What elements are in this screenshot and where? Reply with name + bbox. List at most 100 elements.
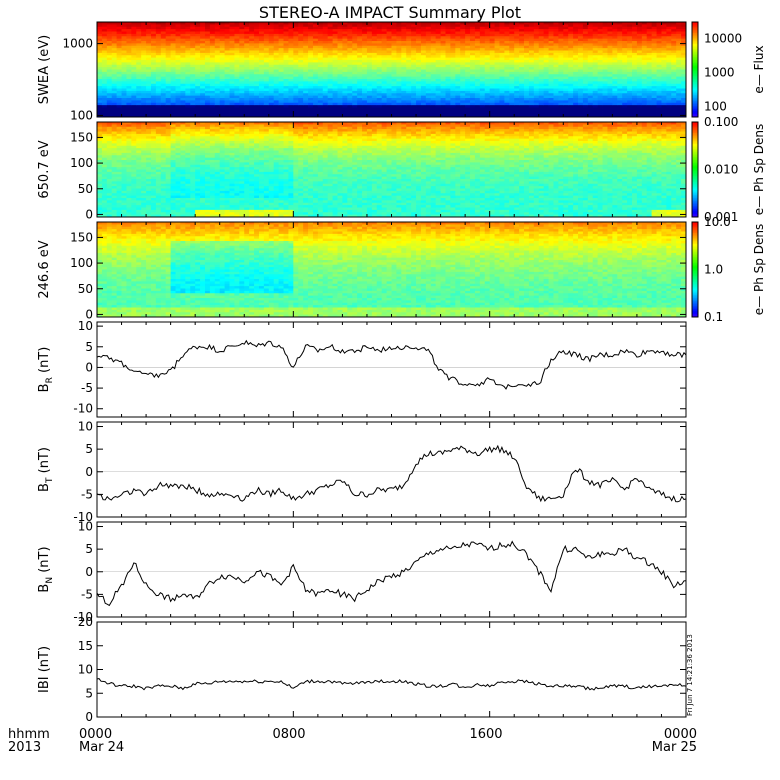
heatmap-cell bbox=[479, 105, 486, 108]
heatmap-cell bbox=[200, 43, 206, 47]
heatmap-cell bbox=[548, 57, 554, 61]
heatmap-cell bbox=[602, 31, 608, 35]
heatmap-cell bbox=[366, 107, 373, 111]
heatmap-cell bbox=[214, 74, 221, 78]
heatmap-cell bbox=[573, 81, 579, 85]
heatmap-cell bbox=[396, 60, 402, 63]
heatmap-cell bbox=[646, 64, 653, 68]
heatmap-cell bbox=[470, 43, 476, 47]
heatmap-cell bbox=[268, 69, 275, 73]
heatmap-cell bbox=[553, 29, 559, 32]
colorbar-segment bbox=[692, 94, 698, 97]
heatmap-cell bbox=[111, 69, 118, 73]
heatmap-cell bbox=[97, 100, 103, 104]
heatmap-cell bbox=[249, 93, 255, 97]
heatmap-cell bbox=[254, 45, 260, 49]
heatmap-cell bbox=[101, 62, 108, 66]
heatmap-cell bbox=[263, 69, 270, 73]
heatmap-cell bbox=[636, 67, 643, 70]
heatmap-cell bbox=[632, 38, 638, 42]
heatmap-cell bbox=[180, 71, 186, 75]
heatmap-cell bbox=[587, 100, 594, 104]
heatmap-cell bbox=[141, 74, 147, 78]
heatmap-cell bbox=[381, 45, 387, 49]
heatmap-cell bbox=[411, 76, 417, 80]
heatmap-cell bbox=[622, 50, 628, 54]
heatmap-cell bbox=[656, 55, 662, 59]
heatmap-cell bbox=[200, 93, 206, 97]
heatmap-cell bbox=[420, 50, 427, 54]
heatmap-cell bbox=[155, 60, 162, 63]
heatmap-cell bbox=[97, 79, 103, 82]
heatmap-cell bbox=[254, 105, 260, 108]
heatmap-cell bbox=[391, 79, 397, 82]
heatmap-cell bbox=[219, 29, 226, 32]
heatmap-cell bbox=[195, 22, 201, 25]
heatmap-cell bbox=[479, 74, 486, 78]
heatmap-cell bbox=[288, 38, 294, 42]
heatmap-cell bbox=[651, 29, 657, 32]
heatmap-cell bbox=[386, 36, 392, 40]
y-tick-label: 100 bbox=[70, 108, 93, 122]
heatmap-cell bbox=[607, 79, 613, 82]
heatmap-cell bbox=[504, 114, 510, 118]
heatmap-cell bbox=[342, 109, 348, 113]
heatmap-cell bbox=[254, 93, 260, 97]
heatmap-cell bbox=[676, 57, 682, 61]
heatmap-cell bbox=[317, 33, 324, 37]
heatmap-cell bbox=[204, 81, 211, 85]
heatmap-cell bbox=[121, 95, 127, 99]
heatmap-cell bbox=[268, 100, 275, 104]
heatmap-cell bbox=[204, 102, 211, 106]
heatmap-cell bbox=[234, 33, 240, 37]
heatmap-cell bbox=[455, 81, 461, 85]
heatmap-cell bbox=[646, 50, 653, 54]
heatmap-cell bbox=[440, 81, 446, 85]
heatmap-cell bbox=[347, 29, 353, 32]
heatmap-cell bbox=[430, 55, 437, 59]
heatmap-cell bbox=[376, 86, 383, 89]
heatmap-cell bbox=[175, 90, 181, 94]
heatmap-cell bbox=[651, 36, 657, 40]
heatmap-cell bbox=[126, 45, 132, 49]
heatmap-cell bbox=[455, 41, 461, 44]
heatmap-cell bbox=[121, 33, 127, 37]
heatmap-cell bbox=[312, 41, 319, 44]
heatmap-cell bbox=[371, 105, 378, 108]
colorbar-segment bbox=[692, 64, 698, 67]
heatmap-cell bbox=[470, 69, 476, 73]
heatmap-cell bbox=[386, 43, 392, 47]
heatmap-cell bbox=[563, 52, 569, 56]
heatmap-cell bbox=[101, 86, 108, 89]
heatmap-cell bbox=[101, 193, 108, 197]
heatmap-cell bbox=[617, 41, 623, 44]
heatmap-cell bbox=[278, 33, 284, 37]
heatmap-cell bbox=[146, 76, 152, 80]
heatmap-cell bbox=[180, 31, 186, 35]
heatmap-cell bbox=[636, 22, 643, 25]
heatmap-cell bbox=[607, 38, 613, 42]
heatmap-cell bbox=[617, 86, 623, 89]
heatmap-cell bbox=[249, 26, 255, 30]
heatmap-cell bbox=[671, 38, 677, 42]
heatmap-cell bbox=[416, 105, 422, 108]
heatmap-cell bbox=[116, 81, 122, 85]
heatmap-cell bbox=[131, 41, 137, 44]
heatmap-cell bbox=[283, 86, 289, 89]
heatmap-cell bbox=[180, 55, 186, 59]
heatmap-cell bbox=[681, 41, 687, 44]
heatmap-cell bbox=[366, 52, 373, 56]
heatmap-cell bbox=[548, 74, 554, 78]
heatmap-cell bbox=[170, 45, 176, 49]
heatmap-cell bbox=[366, 102, 373, 106]
heatmap-cell bbox=[420, 107, 427, 111]
heatmap-cell bbox=[303, 24, 309, 28]
heatmap-cell bbox=[617, 81, 623, 85]
heatmap-cell bbox=[258, 48, 265, 51]
heatmap-cell bbox=[366, 71, 373, 75]
heatmap-cell bbox=[347, 93, 353, 97]
heatmap-cell bbox=[553, 41, 559, 44]
heatmap-cell bbox=[170, 105, 176, 108]
heatmap-cell bbox=[548, 109, 554, 113]
heatmap-cell bbox=[312, 102, 319, 106]
